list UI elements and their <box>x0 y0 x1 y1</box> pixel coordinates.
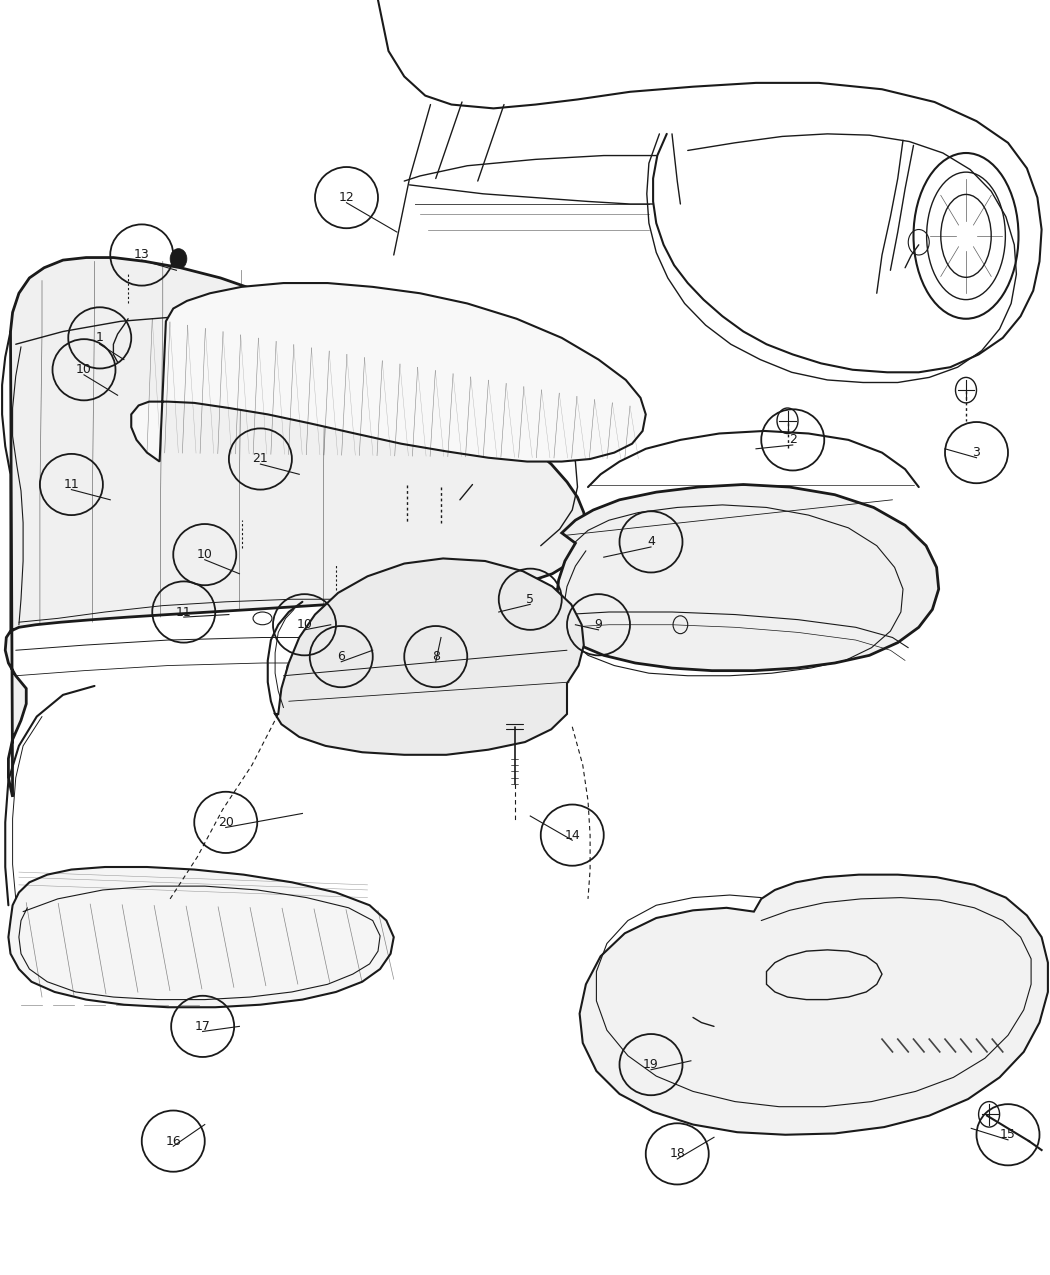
Text: 16: 16 <box>166 1135 181 1148</box>
Text: 19: 19 <box>643 1058 659 1071</box>
Polygon shape <box>556 484 939 671</box>
Circle shape <box>201 958 209 968</box>
Text: 11: 11 <box>64 478 80 491</box>
Polygon shape <box>131 283 646 462</box>
Text: 4: 4 <box>647 536 655 548</box>
Text: 21: 21 <box>252 453 269 465</box>
Polygon shape <box>5 258 586 797</box>
Text: 9: 9 <box>594 618 603 631</box>
Circle shape <box>333 598 339 606</box>
Text: 1: 1 <box>96 332 104 344</box>
Text: 10: 10 <box>296 618 313 631</box>
Text: 12: 12 <box>338 191 355 204</box>
Circle shape <box>222 969 230 979</box>
Text: 5: 5 <box>526 593 534 606</box>
Circle shape <box>437 479 445 490</box>
Text: 13: 13 <box>134 249 149 261</box>
Circle shape <box>170 249 187 269</box>
Text: 18: 18 <box>669 1148 686 1160</box>
Text: 2: 2 <box>789 434 797 446</box>
Text: 10: 10 <box>196 548 213 561</box>
Polygon shape <box>275 558 584 755</box>
Text: 20: 20 <box>217 816 234 829</box>
Text: 14: 14 <box>565 829 580 842</box>
Polygon shape <box>286 617 556 717</box>
Text: 15: 15 <box>1000 1128 1016 1141</box>
Text: 10: 10 <box>76 363 92 376</box>
Circle shape <box>403 477 412 487</box>
Text: 3: 3 <box>972 446 981 459</box>
Text: 8: 8 <box>432 650 440 663</box>
Text: 17: 17 <box>194 1020 211 1033</box>
Polygon shape <box>580 875 1048 1135</box>
Circle shape <box>237 556 246 566</box>
Polygon shape <box>8 867 394 1007</box>
Text: 6: 6 <box>337 650 345 663</box>
Text: 11: 11 <box>176 606 191 618</box>
